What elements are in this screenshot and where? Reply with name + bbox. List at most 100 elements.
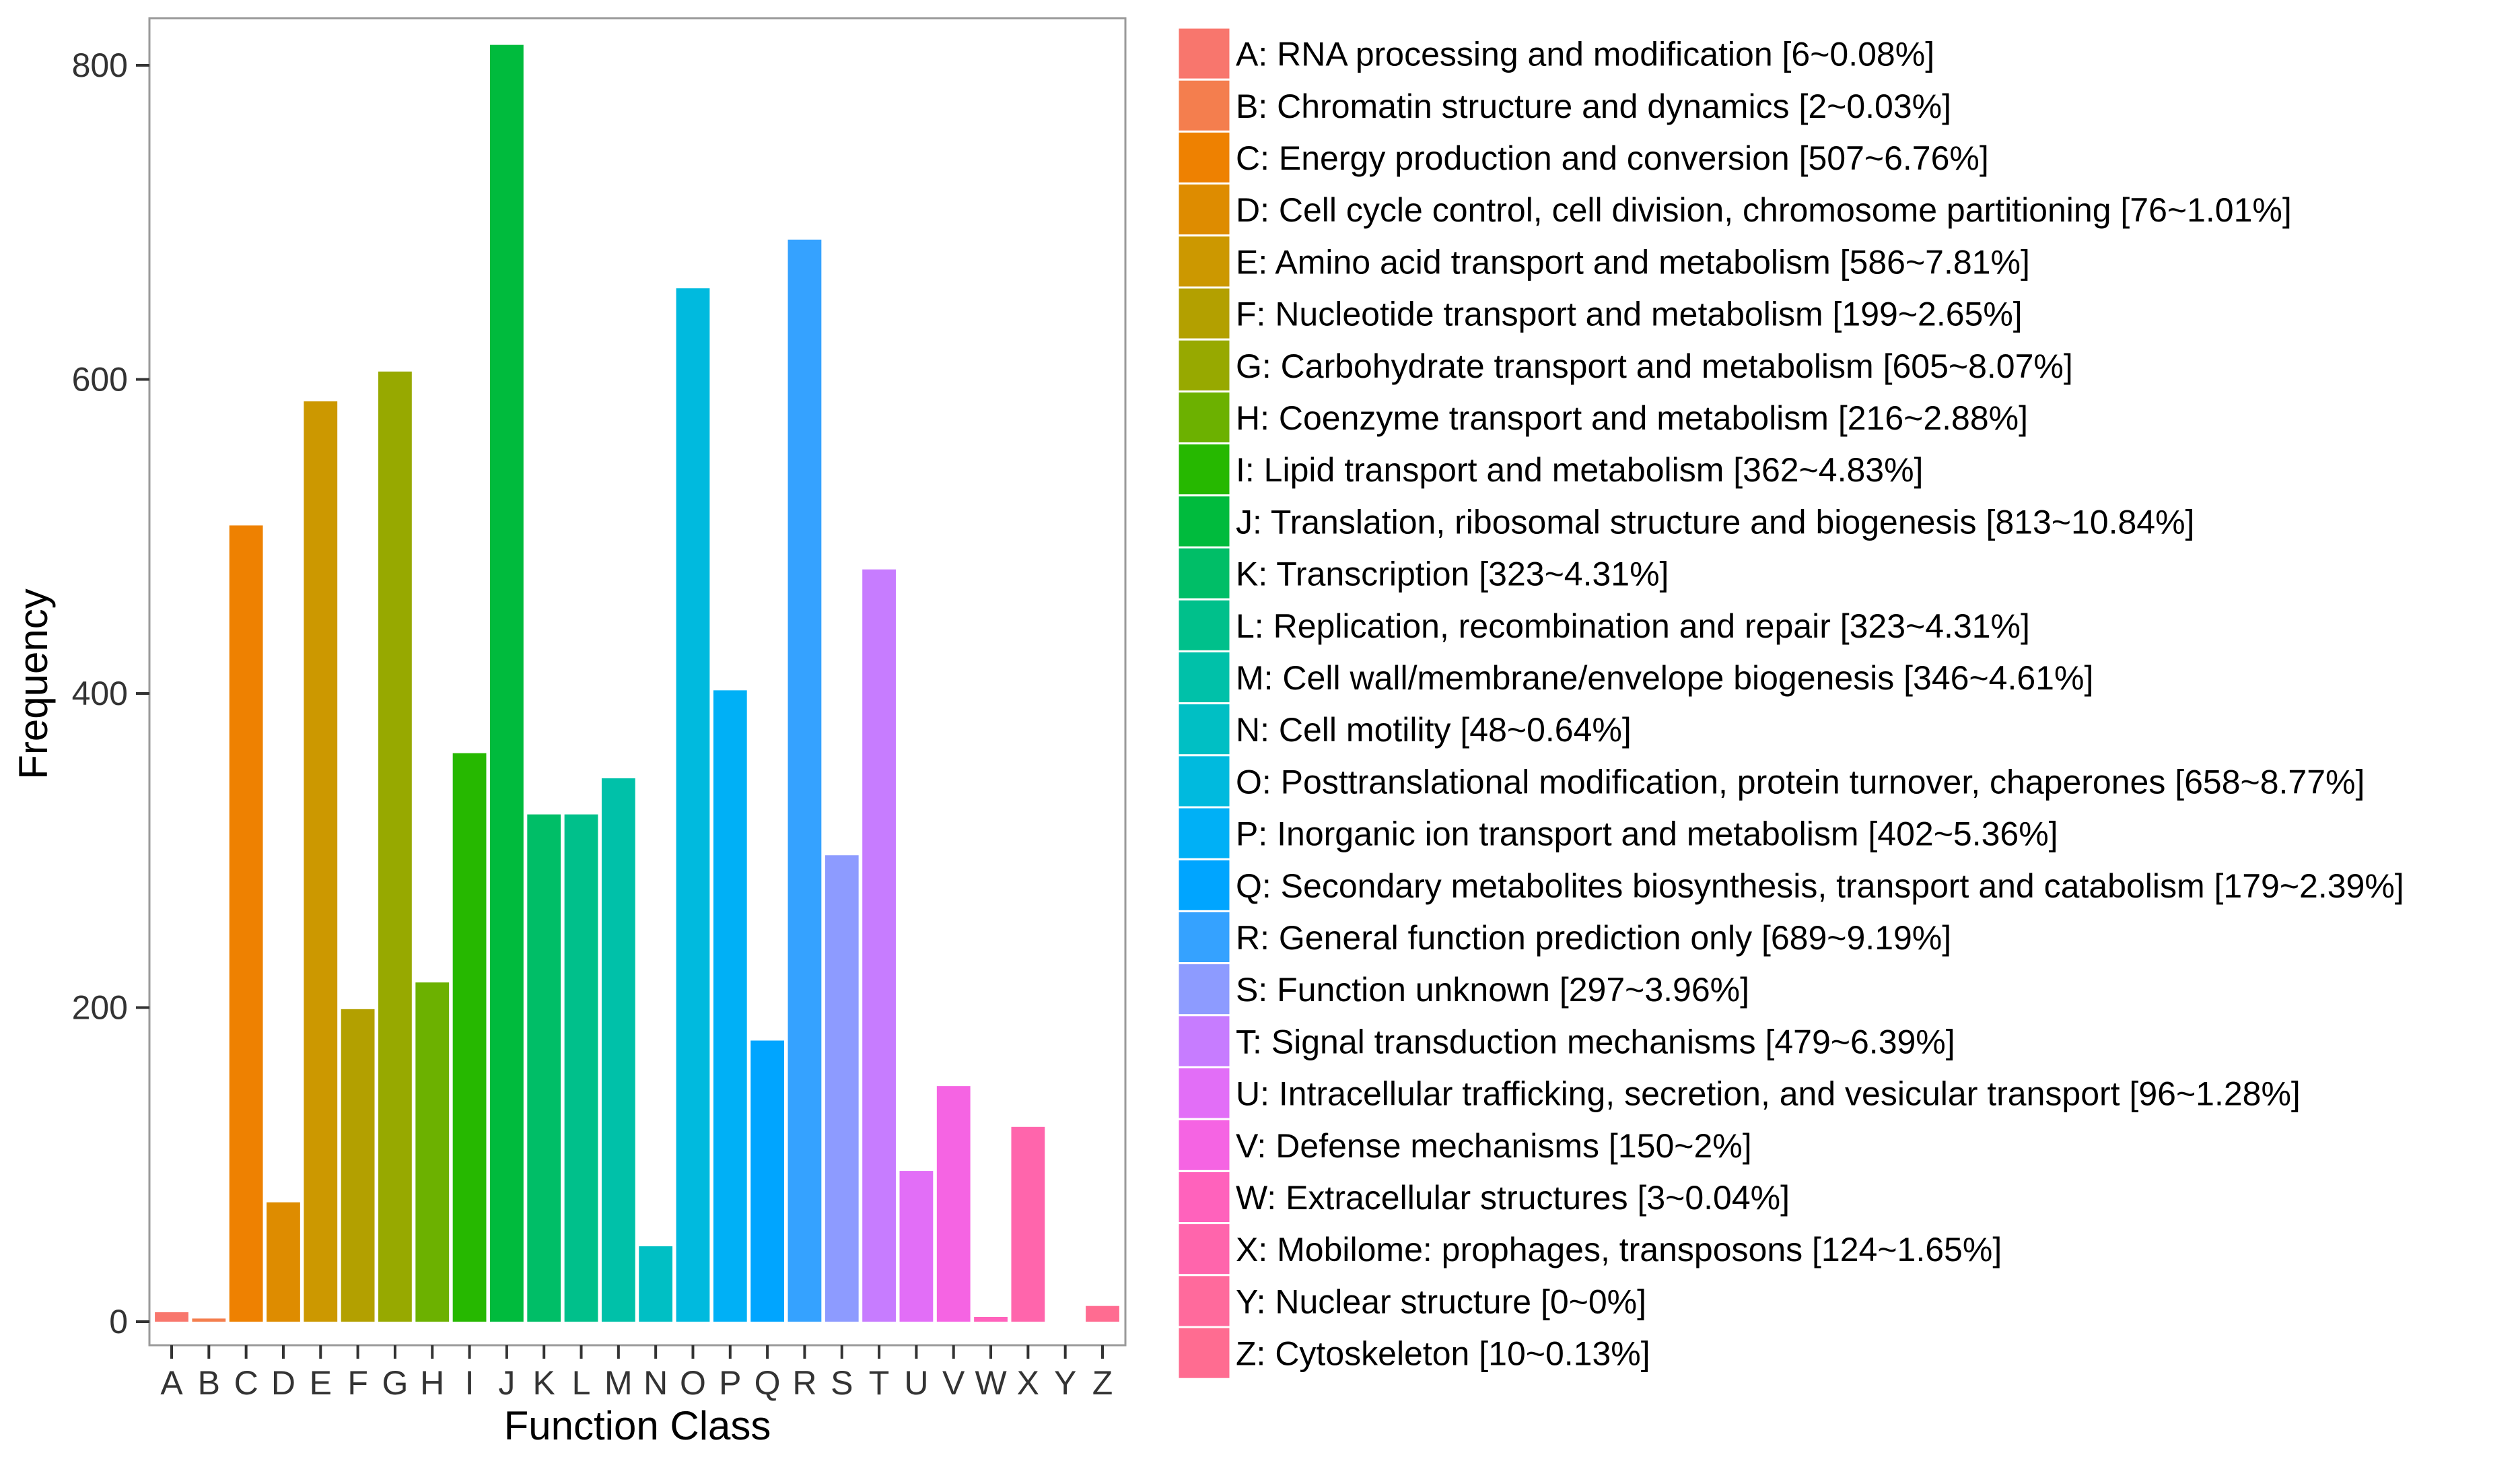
x-tick-label: A [160,1364,183,1402]
bar-r: R: 689 [788,239,822,1322]
legend-key-x [1177,1222,1232,1277]
y-tick-label: 200 [72,989,128,1027]
legend-label-s: S: Function unknown [297~3.96%] [1236,971,1749,1009]
legend-label-n: N: Cell motility [48~0.64%] [1236,711,1632,749]
legend-key-m [1177,650,1232,705]
legend-key-q [1177,858,1232,912]
bar-c: C: 507 [229,525,263,1322]
legend-label-m: M: Cell wall/membrane/envelope biogenesi… [1236,659,2093,697]
legend-label-h: H: Coenzyme transport and metabolism [21… [1236,399,2028,437]
x-tick-label: L [572,1364,591,1402]
legend-label-c: C: Energy production and conversion [507… [1236,139,1989,177]
bar-w: W: 3 [974,1317,1008,1322]
x-tick-label: S [831,1364,853,1402]
bar-u: U: 96 [899,1171,934,1322]
legend-key-s [1177,962,1232,1017]
legend-label-j: J: Translation, ribosomal structure and … [1236,503,2194,541]
legend-label-f: F: Nucleotide transport and metabolism [… [1236,296,2023,333]
legend-label-x: X: Mobilome: prophages, transposons [124… [1236,1231,2002,1268]
bar-g: G: 605 [378,371,412,1322]
x-tick-label: F [347,1364,368,1402]
legend-label-l: L: Replication, recombination and repair… [1236,607,2030,645]
x-tick-label: E [310,1364,332,1402]
x-tick-label: D [271,1364,295,1402]
x-tick-label: Y [1054,1364,1076,1402]
x-tick-label: J [498,1364,515,1402]
legend: A: RNA processing and modification [6~0.… [1177,26,2404,1380]
bar-l: L: 323 [564,814,598,1322]
bar-e: E: 586 [304,401,338,1322]
axes-group: 0 200 400 600 800 A B C D E F G H I J K L M N O P Q R S T U V W X Y Z [72,46,1113,1402]
y-tick-label: 600 [72,360,128,398]
x-tick-label: W [975,1364,1007,1402]
legend-label-q: Q: Secondary metabolites biosynthesis, t… [1236,867,2404,905]
legend-key-o [1177,754,1232,809]
legend-label-r: R: General function prediction only [689… [1236,919,1951,957]
legend-key-a [1177,26,1232,81]
legend-key-f [1177,286,1232,341]
x-axis-label: Function Class [504,1403,771,1448]
legend-key-d [1177,182,1232,237]
legend-key-k [1177,546,1232,601]
x-tick-label: B [198,1364,220,1402]
legend-key-e [1177,234,1232,289]
plot-border [148,17,1127,1347]
legend-label-b: B: Chromatin structure and dynamics [2~0… [1236,88,1951,125]
x-tick-label: R [792,1364,816,1402]
legend-key-r [1177,910,1232,965]
x-tick-label: Z [1092,1364,1113,1402]
legend-key-n [1177,702,1232,757]
legend-key-g [1177,338,1232,393]
x-tick-label: Q [755,1364,781,1402]
legend-key-v [1177,1118,1232,1172]
bar-t: T: 479 [862,569,896,1322]
legend-label-y: Y: Nuclear structure [0~0%] [1236,1283,1646,1320]
legend-key-i [1177,442,1232,497]
legend-label-w: W: Extracellular structures [3~0.04%] [1236,1179,1790,1217]
x-tick-label: X [1017,1364,1039,1402]
bar-z: Z: 10 [1086,1306,1119,1322]
bar-m: M: 346 [601,778,635,1322]
legend-label-z: Z: Cytoskeleton [10~0.13%] [1236,1335,1650,1373]
legend-key-p [1177,806,1232,860]
legend-label-e: E: Amino acid transport and metabolism [… [1236,243,2030,281]
x-tick-label: T [869,1364,890,1402]
x-tick-label: I [465,1364,475,1402]
bar-h: H: 216 [415,982,450,1322]
legend-key-b [1177,78,1232,133]
legend-label-i: I: Lipid transport and metabolism [362~4… [1236,451,1923,489]
legend-label-u: U: Intracellular trafficking, secretion,… [1236,1075,2301,1113]
legend-label-v: V: Defense mechanisms [150~2%] [1236,1127,1752,1165]
legend-key-t [1177,1014,1232,1069]
legend-key-l [1177,598,1232,652]
x-tick-label: V [942,1364,965,1402]
bar-n: N: 48 [639,1246,673,1322]
bar-j: J: 813 [489,44,524,1322]
bar-q: Q: 179 [750,1040,785,1322]
bar-v: V: 150 [936,1086,971,1322]
bar-f: F: 199 [341,1009,375,1322]
bar-x: X: 124 [1011,1126,1045,1322]
legend-key-h [1177,390,1232,445]
legend-key-j [1177,494,1232,549]
y-tick-label: 0 [109,1303,128,1341]
legend-key-z [1177,1326,1232,1380]
legend-key-u [1177,1066,1232,1120]
bar-b: B: 2 [192,1318,226,1322]
y-axis-label: Frequency [11,588,56,779]
bar-p: P: 402 [713,690,747,1322]
bar-k: K: 323 [527,814,561,1322]
legend-key-y [1177,1274,1232,1328]
plot-panel [148,17,1127,1347]
legend-label-p: P: Inorganic ion transport and metabolis… [1236,815,2058,853]
bar-a: A: 6 [155,1312,188,1322]
legend-label-g: G: Carbohydrate transport and metabolism… [1236,347,2073,385]
legend-label-d: D: Cell cycle control, cell division, ch… [1236,191,2292,229]
legend-label-t: T: Signal transduction mechanisms [479~6… [1236,1023,1955,1060]
legend-key-c [1177,130,1232,185]
x-tick-label: H [420,1364,444,1402]
x-tick-label: N [643,1364,668,1402]
bar-s: S: 297 [825,855,859,1322]
bar-o: O: 658 [676,288,710,1322]
legend-label-a: A: RNA processing and modification [6~0.… [1236,36,1934,73]
